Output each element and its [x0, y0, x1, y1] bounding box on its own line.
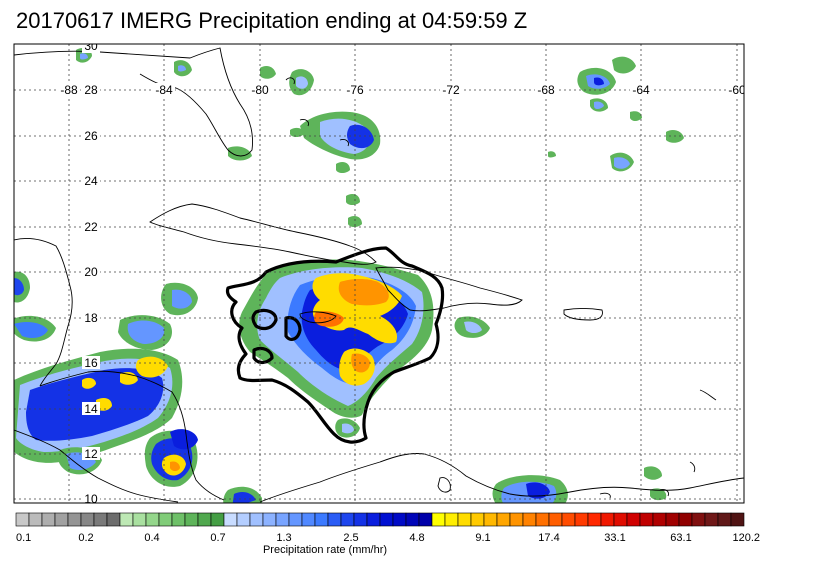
colorbar-swatch — [405, 512, 420, 527]
lat-label: 12 — [84, 447, 98, 461]
colorbar-swatch — [730, 512, 745, 527]
colorbar-tick-label: 9.1 — [475, 532, 490, 544]
colorbar-swatch — [444, 512, 459, 527]
colorbar-swatch — [171, 512, 186, 527]
lon-label: -64 — [632, 83, 650, 97]
colorbar-swatch — [587, 512, 602, 527]
colorbar-swatch — [600, 512, 615, 527]
colorbar-tick-label: 4.8 — [409, 532, 424, 544]
lon-label: -88 — [60, 83, 78, 97]
colorbar-swatch — [678, 512, 693, 527]
colorbar-swatch — [132, 512, 147, 527]
colorbar-swatch — [483, 512, 498, 527]
colorbar-swatch — [158, 512, 173, 527]
lon-label: -84 — [155, 83, 173, 97]
colorbar-swatch — [184, 512, 199, 527]
colorbar-swatch — [691, 512, 706, 527]
map-plot-area: -88 -84 -80 -76 -72 -68 -64 -60 30 28 26 — [14, 39, 746, 506]
colorbar-swatch — [431, 512, 446, 527]
lat-label: 30 — [84, 39, 98, 53]
colorbar-swatch — [288, 512, 303, 527]
lon-label: -68 — [537, 83, 555, 97]
map-title: 20170617 IMERG Precipitation ending at 0… — [16, 8, 528, 33]
lat-label: 18 — [84, 311, 98, 325]
colorbar-swatch — [652, 512, 667, 527]
colorbar-tick-label: 33.1 — [604, 532, 625, 544]
colorbar-tick-label: 63.1 — [670, 532, 691, 544]
colorbar-swatch — [392, 512, 407, 527]
colorbar-swatch — [80, 512, 95, 527]
lon-label: -80 — [251, 83, 269, 97]
colorbar-tick-label: 0.1 — [16, 532, 31, 544]
colorbar-swatch — [704, 512, 719, 527]
colorbar-swatch — [223, 512, 238, 527]
colorbar-swatch — [639, 512, 654, 527]
lat-label: 26 — [84, 129, 98, 143]
colorbar-tick-label: 2.5 — [343, 532, 358, 544]
colorbar-swatch — [67, 512, 82, 527]
colorbar-swatch — [327, 512, 342, 527]
lat-lon-gridlines — [14, 44, 744, 503]
precipitation-object-outline — [225, 246, 445, 444]
colorbar-swatch — [561, 512, 576, 527]
colorbar-swatch — [379, 512, 394, 527]
colorbar-swatch — [353, 512, 368, 527]
colorbar-swatch — [249, 512, 264, 527]
lat-label: 20 — [84, 265, 98, 279]
colorbar-swatch — [275, 512, 290, 527]
colorbar-tick-label: 1.3 — [276, 532, 291, 544]
colorbar-swatch — [314, 512, 329, 527]
colorbar-swatch — [548, 512, 563, 527]
colorbar-swatch — [262, 512, 277, 527]
colorbar-swatch — [535, 512, 550, 527]
colorbar-swatch — [522, 512, 537, 527]
map-frame — [13, 43, 745, 504]
lat-label: 10 — [84, 492, 98, 506]
colorbar-tick-label: 120.2 — [732, 532, 760, 544]
lat-label: 22 — [84, 220, 98, 234]
colorbar-tick-label: 0.2 — [78, 532, 93, 544]
colorbar-swatch — [54, 512, 69, 527]
colorbar-swatch — [366, 512, 381, 527]
colorbar-swatch — [41, 512, 56, 527]
colorbar-swatch — [15, 512, 30, 527]
colorbar-swatch — [301, 512, 316, 527]
lon-label: -72 — [442, 83, 460, 97]
lat-label: 28 — [84, 83, 98, 97]
colorbar-title: Precipitation rate (mm/hr) — [263, 544, 387, 556]
colorbar-tick-labels: 0.1 0.2 0.4 0.7 1.3 2.5 4.8 9.1 17.4 33.… — [16, 532, 760, 544]
colorbar-tick-label: 0.7 — [210, 532, 225, 544]
lon-label: -76 — [346, 83, 364, 97]
colorbar-swatch — [613, 512, 628, 527]
colorbar-swatch — [119, 512, 134, 527]
colorbar-swatch — [509, 512, 524, 527]
colorbar-swatch — [626, 512, 641, 527]
lat-label: 16 — [84, 356, 98, 370]
longitude-labels: -88 -84 -80 -76 -72 -68 -64 -60 — [58, 83, 746, 97]
colorbar-swatch — [470, 512, 485, 527]
colorbar-swatch — [145, 512, 160, 527]
colorbar-swatch — [236, 512, 251, 527]
lat-label: 24 — [84, 174, 98, 188]
colorbar-tick-label: 0.4 — [144, 532, 159, 544]
colorbar-swatch — [197, 512, 212, 527]
latitude-labels: 30 28 26 24 22 20 18 16 14 12 10 — [82, 39, 100, 506]
colorbar-swatch — [340, 512, 355, 527]
coastlines — [14, 47, 744, 503]
colorbar-swatch — [717, 512, 732, 527]
colorbar-swatch — [574, 512, 589, 527]
colorbar-swatch — [28, 512, 43, 527]
colorbar-swatch — [496, 512, 511, 527]
lon-label: -60 — [728, 83, 746, 97]
colorbar-tick-label: 17.4 — [538, 532, 559, 544]
colorbar-swatch — [93, 512, 108, 527]
colorbar — [15, 512, 745, 527]
lat-label: 14 — [84, 402, 98, 416]
colorbar-swatch — [210, 512, 225, 527]
colorbar-swatch — [418, 512, 433, 527]
colorbar-swatch — [665, 512, 680, 527]
colorbar-swatch — [457, 512, 472, 527]
colorbar-swatch — [106, 512, 121, 527]
